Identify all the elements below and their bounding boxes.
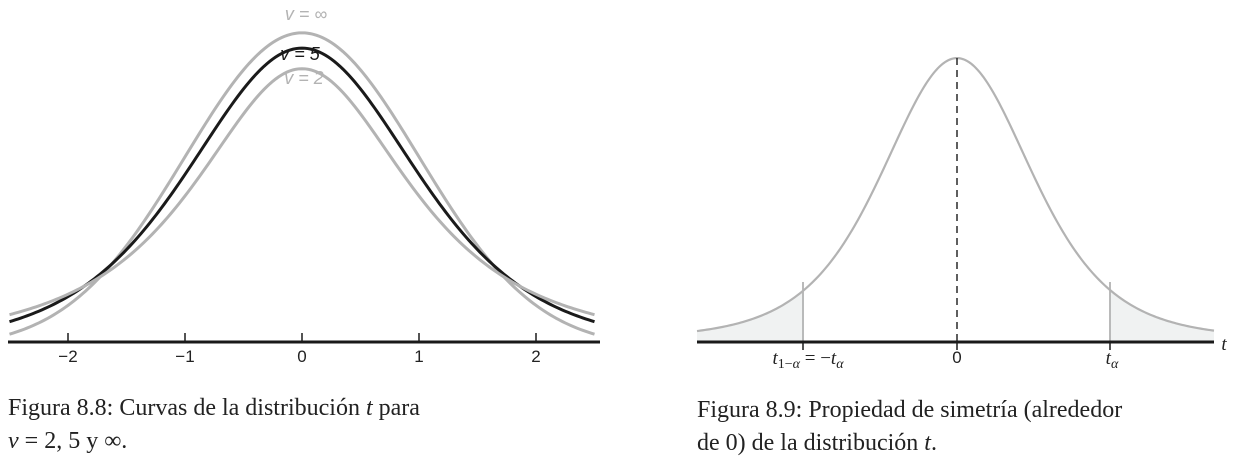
x-tick-label: 2 — [531, 347, 540, 366]
x-tick-label: 1 — [414, 347, 423, 366]
figure-8-9-plot: t1−α = −tα 0 tα t — [697, 58, 1227, 372]
x-tick-label: −2 — [58, 347, 77, 366]
caption-text: = 2, 5 y ∞. — [25, 428, 128, 454]
t-distribution-curve — [697, 58, 1214, 331]
axis-label-t: t — [1221, 334, 1227, 355]
caption-text: de 0) de la distribución — [697, 430, 918, 456]
curve-label-v-2: v = 2 — [284, 68, 324, 88]
tick-label-zero: 0 — [952, 348, 961, 367]
caption-text: . — [931, 430, 937, 456]
shaded-tail-left — [697, 290, 804, 342]
x-tick-label: −1 — [175, 347, 194, 366]
caption-var-t: t — [924, 430, 931, 456]
figure-8-8-plot: −2 −1 0 1 2 v = ∞ v = 5 v = 2 — [8, 4, 600, 366]
shaded-tail-right — [1110, 290, 1214, 342]
tick-label-t-alpha: tα — [1106, 348, 1119, 372]
caption-figure-8-9: Figura 8.9: Propiedad de simetría (alred… — [697, 394, 1227, 460]
curve-series-v-2 — [10, 69, 595, 315]
tick-label-t-one-minus-alpha: t1−α = −tα — [772, 348, 844, 372]
curve-label-v-inf: v = ∞ — [285, 4, 328, 24]
caption-figure-8-8: Figura 8.8: Curvas de la distribución t … — [8, 392, 568, 458]
caption-text: Propiedad de simetría (alrededor — [808, 397, 1122, 423]
caption-var-v: v — [8, 428, 19, 454]
caption-var-t: t — [366, 395, 373, 421]
caption-text: para — [379, 395, 420, 421]
caption-label: Figura 8.8: — [8, 395, 113, 421]
caption-label: Figura 8.9: — [697, 397, 802, 423]
caption-text: Curvas de la distribución — [119, 395, 360, 421]
curve-label-v-5: v = 5 — [280, 44, 321, 64]
x-tick-label: 0 — [297, 347, 306, 366]
